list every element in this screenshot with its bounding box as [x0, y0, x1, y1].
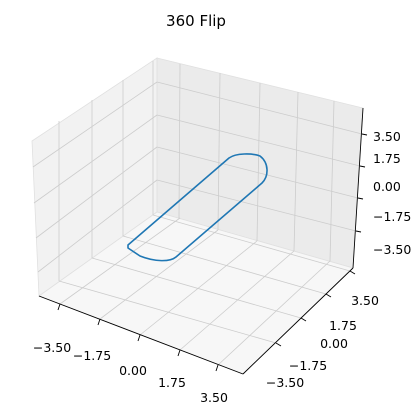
- y-tick-label: 1.75: [329, 318, 357, 333]
- z-tick-label: 0.00: [373, 179, 401, 194]
- x-tick-label: 1.75: [158, 375, 186, 390]
- tick-marks: [57, 133, 368, 372]
- x-tick-label: −1.75: [73, 348, 111, 363]
- z-tick-label: 1.75: [373, 151, 401, 166]
- y-tick-label: −1.75: [289, 358, 327, 373]
- grid-lines: [32, 61, 363, 366]
- z-tick-label: −3.50: [373, 242, 411, 257]
- y-tick-label: 3.50: [351, 293, 379, 308]
- x-tick-label: 0.00: [119, 363, 147, 378]
- x-tick-label: −3.50: [33, 340, 71, 355]
- y-tick-label: 0.00: [320, 336, 348, 351]
- series-line: [127, 153, 268, 262]
- y-tick-label: −3.50: [266, 375, 304, 390]
- chart-title: 360 Flip: [166, 12, 226, 30]
- z-tick-label: −1.75: [373, 209, 411, 224]
- z-tick-label: 3.50: [373, 129, 401, 144]
- axis-lines: [38, 107, 364, 375]
- x-tick-label: 3.50: [200, 390, 228, 405]
